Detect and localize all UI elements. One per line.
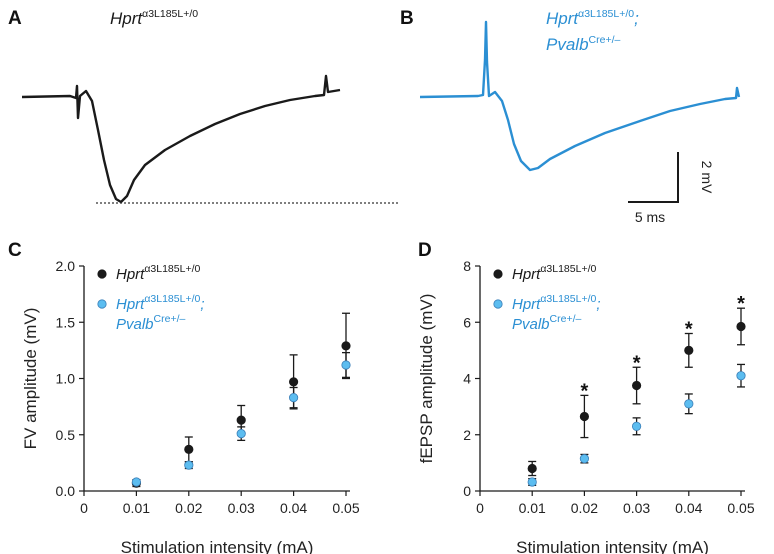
legend-sup: α3L185L+/0 bbox=[540, 293, 596, 305]
legend-entry-line2: PvalbCre+/– bbox=[512, 313, 581, 333]
panel-a-genotype: Hprtα3L185L+/0 bbox=[110, 8, 198, 28]
y-tick-label: 4 bbox=[463, 371, 471, 387]
legend-sup: α3L185L+/0 bbox=[540, 263, 596, 275]
significance-star: * bbox=[685, 319, 693, 341]
panel-b-genotype-base1: Hprt bbox=[546, 9, 579, 28]
significance-star: * bbox=[737, 293, 745, 315]
panel-b-genotype-sup1: α3L185L+/0 bbox=[578, 8, 634, 20]
data-point bbox=[184, 444, 194, 454]
legend-suffix: ; bbox=[200, 296, 204, 313]
data-point bbox=[527, 477, 537, 487]
panel-b-genotype-line2: PvalbCre+/– bbox=[546, 34, 620, 54]
x-tick-label: 0 bbox=[80, 500, 88, 516]
panel-letter-b: B bbox=[400, 8, 414, 29]
chart-c: 0.0 0.5 1.0 1.5 2.0 0 0.01 0.02 0.03 0.04 0.05 FV a… bbox=[21, 258, 360, 554]
data-point bbox=[736, 371, 746, 381]
legend-entry: Hprtα3L185L+/0; bbox=[512, 293, 601, 313]
trace-a bbox=[21, 74, 341, 204]
panel-letter-d: D bbox=[418, 240, 432, 261]
x-tick-label: 0.05 bbox=[332, 500, 359, 516]
panel-b-genotype-suffix1: ; bbox=[634, 9, 639, 28]
legend-sup: α3L185L+/0 bbox=[144, 263, 200, 275]
data-point bbox=[684, 399, 694, 409]
y-axis-title: FV amplitude (mV) bbox=[21, 308, 40, 450]
y-tick-label: 0.5 bbox=[56, 427, 76, 443]
data-point bbox=[288, 377, 299, 387]
data-point bbox=[631, 421, 642, 431]
panel-b-genotype-base2: Pvalb bbox=[546, 35, 589, 54]
x-tick-label: 0.05 bbox=[727, 500, 754, 516]
data-point bbox=[288, 393, 299, 403]
data-point bbox=[236, 415, 246, 425]
y-tick-label: 0.0 bbox=[56, 483, 76, 499]
y-tick-label: 8 bbox=[463, 258, 471, 274]
data-point bbox=[579, 411, 590, 422]
x-tick-label: 0.01 bbox=[519, 500, 546, 516]
x-tick-label: 0.03 bbox=[228, 500, 255, 516]
legend-marker bbox=[97, 269, 107, 279]
y-axis-title: fEPSP amplitude (mV) bbox=[417, 294, 436, 464]
y-tick-label: 1.5 bbox=[56, 314, 76, 330]
x-tick-label: 0.02 bbox=[571, 500, 598, 516]
y-tick-label: 2 bbox=[463, 427, 471, 443]
legend-sup: α3L185L+/0 bbox=[144, 293, 200, 305]
legend-base: Hprt bbox=[116, 296, 145, 313]
data-point bbox=[184, 460, 194, 470]
legend-base: Hprt bbox=[116, 266, 145, 283]
legend-entry: Hprtα3L185L+/0 bbox=[116, 263, 201, 283]
panel-a-genotype-sup: α3L185L+/0 bbox=[142, 8, 198, 20]
legend-suffix: ; bbox=[596, 296, 600, 313]
x-tick-label: 0.04 bbox=[280, 500, 307, 516]
significance-star: * bbox=[633, 352, 641, 374]
legend-entry: Hprtα3L185L+/0; bbox=[116, 293, 205, 313]
data-point bbox=[736, 321, 746, 332]
legend-marker bbox=[493, 269, 503, 279]
y-tick-label: 1.0 bbox=[56, 371, 76, 387]
legend-sup-2: Cre+/– bbox=[550, 313, 582, 325]
legend-entry-line2: PvalbCre+/– bbox=[116, 313, 185, 333]
data-point bbox=[341, 360, 351, 370]
data-point bbox=[527, 463, 537, 474]
scale-bar-horizontal-label: 5 ms bbox=[635, 209, 665, 225]
panel-b-genotype-line1: Hprtα3L185L+/0; bbox=[546, 8, 639, 28]
data-point bbox=[631, 380, 642, 391]
x-axis-title: Stimulation intensity (mA) bbox=[516, 538, 709, 554]
significance-star: * bbox=[581, 380, 589, 402]
data-point bbox=[579, 454, 590, 464]
x-tick-label: 0.02 bbox=[175, 500, 202, 516]
x-tick-label: 0.03 bbox=[623, 500, 650, 516]
data-point bbox=[236, 429, 246, 439]
scale-bar-vertical-label: 2 mV bbox=[699, 161, 715, 194]
legend-entry: Hprtα3L185L+/0 bbox=[512, 263, 597, 283]
y-tick-label: 2.0 bbox=[56, 258, 76, 274]
chart-d: 0 2 4 6 8 0 0.01 0.02 0.03 0.04 0.05 fEPSP amplitud… bbox=[417, 258, 755, 554]
legend-base: Hprt bbox=[512, 296, 541, 313]
y-tick-label: 6 bbox=[463, 314, 471, 330]
data-point bbox=[131, 477, 141, 487]
data-point bbox=[341, 341, 351, 351]
panel-b-genotype-sup2: Cre+/– bbox=[589, 34, 621, 46]
legend-base-2: Pvalb bbox=[116, 316, 154, 333]
x-tick-label: 0.01 bbox=[123, 500, 150, 516]
legend-marker bbox=[493, 299, 503, 309]
panel-letter-a: A bbox=[8, 8, 22, 29]
legend-marker bbox=[97, 299, 107, 309]
legend-sup-2: Cre+/– bbox=[154, 313, 186, 325]
legend-base: Hprt bbox=[512, 266, 541, 283]
x-tick-label: 0.04 bbox=[675, 500, 702, 516]
y-tick-label: 0 bbox=[463, 483, 471, 499]
legend-base-2: Pvalb bbox=[512, 316, 550, 333]
panel-a-genotype-base: Hprt bbox=[110, 9, 143, 28]
data-point bbox=[684, 345, 694, 355]
x-axis-title: Stimulation intensity (mA) bbox=[121, 538, 314, 554]
trace-b bbox=[419, 20, 741, 172]
x-tick-label: 0 bbox=[476, 500, 484, 516]
panel-letter-c: C bbox=[8, 240, 22, 261]
